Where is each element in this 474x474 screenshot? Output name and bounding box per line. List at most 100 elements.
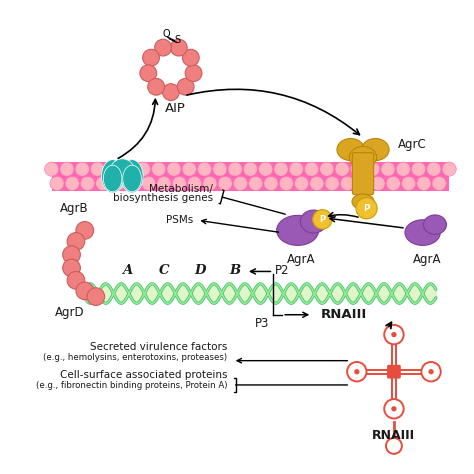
Text: D: D [194,264,205,277]
Text: C: C [159,264,170,277]
Circle shape [259,162,273,176]
Circle shape [182,162,196,176]
Ellipse shape [110,159,135,183]
Text: A: A [122,264,132,277]
Circle shape [155,39,172,56]
Circle shape [157,176,171,191]
Circle shape [396,162,410,176]
Text: AgrA: AgrA [287,253,315,265]
Circle shape [203,176,217,191]
Circle shape [335,162,349,176]
Ellipse shape [424,215,447,234]
Text: P: P [363,204,370,213]
Circle shape [411,162,426,176]
Circle shape [356,198,377,219]
Circle shape [428,369,434,374]
Circle shape [249,176,263,191]
Circle shape [294,176,309,191]
FancyBboxPatch shape [388,365,400,378]
Text: PSMs: PSMs [166,215,193,225]
Text: RNAIII: RNAIII [321,308,367,321]
Circle shape [354,369,359,374]
Circle shape [401,176,416,191]
Circle shape [391,332,397,337]
Circle shape [320,162,334,176]
Circle shape [63,259,81,277]
Text: RNAIII: RNAIII [373,429,416,442]
Circle shape [381,162,395,176]
Ellipse shape [103,165,122,191]
Circle shape [421,362,441,382]
Circle shape [279,176,293,191]
Circle shape [142,176,156,191]
Circle shape [313,210,332,229]
Circle shape [143,49,159,66]
Circle shape [127,176,140,191]
Circle shape [148,78,164,95]
Text: B: B [229,264,241,277]
Text: S: S [174,35,181,45]
Circle shape [182,49,199,66]
Circle shape [432,176,446,191]
Circle shape [371,176,385,191]
Ellipse shape [277,215,319,246]
Text: P2: P2 [275,264,289,277]
Circle shape [163,84,179,100]
Text: AgrC: AgrC [398,138,427,151]
Ellipse shape [101,160,124,193]
Circle shape [50,176,64,191]
Ellipse shape [352,194,374,210]
Circle shape [442,162,456,176]
Circle shape [350,162,365,176]
Circle shape [347,362,366,382]
Ellipse shape [123,165,141,191]
Circle shape [365,162,380,176]
Circle shape [63,246,81,264]
Circle shape [304,162,319,176]
Circle shape [60,162,74,176]
Circle shape [356,176,370,191]
Circle shape [65,176,79,191]
Circle shape [177,78,194,95]
Circle shape [167,162,181,176]
Text: AgrD: AgrD [55,307,84,319]
Text: O: O [163,29,170,39]
Circle shape [45,162,59,176]
Ellipse shape [362,138,389,161]
Circle shape [137,162,150,176]
Circle shape [384,399,404,419]
Circle shape [140,65,157,82]
Circle shape [384,325,404,344]
Circle shape [264,176,278,191]
Text: AIP: AIP [165,102,186,116]
Ellipse shape [301,210,327,233]
Circle shape [218,176,232,191]
Circle shape [87,288,105,305]
FancyBboxPatch shape [353,153,374,195]
Text: P: P [319,215,326,224]
Ellipse shape [121,160,143,193]
Text: P3: P3 [255,317,269,330]
Text: Secreted virulence factors: Secreted virulence factors [90,342,228,352]
Circle shape [188,176,201,191]
Circle shape [228,162,242,176]
Circle shape [391,406,397,411]
Circle shape [386,438,402,454]
Circle shape [67,272,85,289]
Circle shape [106,162,120,176]
Circle shape [289,162,303,176]
Text: (e.g., hemolysins, enterotoxins, proteases): (e.g., hemolysins, enterotoxins, proteas… [43,353,228,362]
Ellipse shape [337,138,365,161]
Circle shape [152,162,166,176]
Circle shape [121,162,135,176]
Circle shape [233,176,247,191]
Circle shape [417,176,431,191]
Circle shape [96,176,110,191]
Text: (e.g., fibronectin binding proteins, Protein A): (e.g., fibronectin binding proteins, Pro… [36,381,228,390]
Ellipse shape [349,146,377,169]
Circle shape [172,176,186,191]
Circle shape [111,176,125,191]
Circle shape [340,176,355,191]
Circle shape [243,162,257,176]
Text: Cell-surface associated proteins: Cell-surface associated proteins [60,370,228,380]
